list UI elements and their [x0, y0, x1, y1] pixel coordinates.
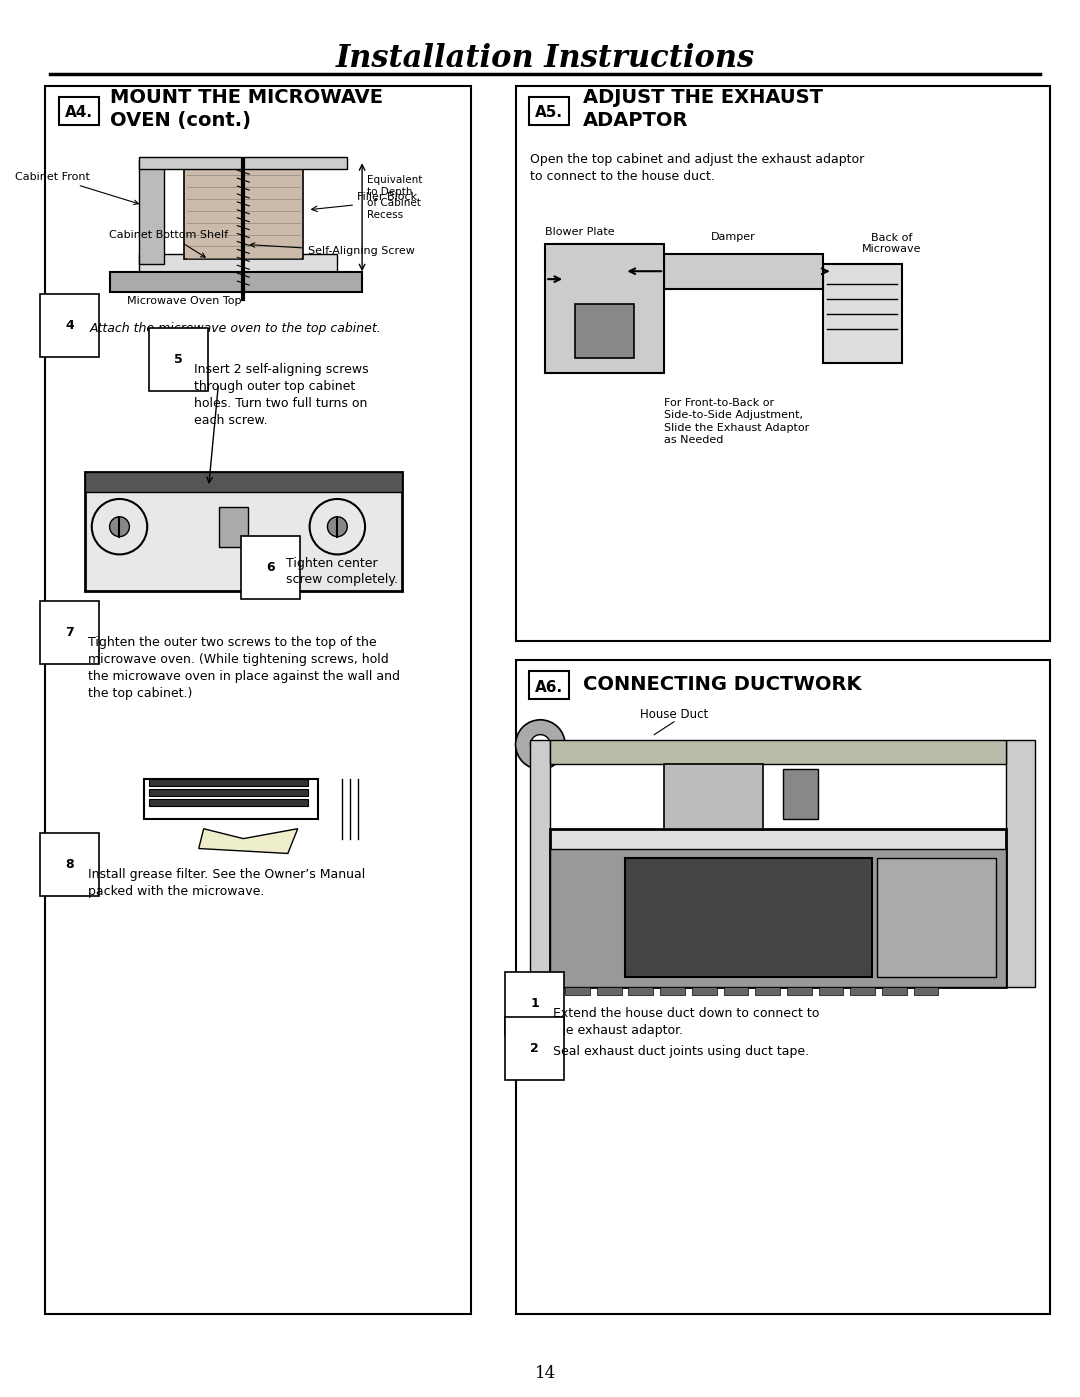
- Text: 14: 14: [535, 1365, 556, 1382]
- Text: Cabinet Bottom Shelf: Cabinet Bottom Shelf: [109, 229, 229, 257]
- Bar: [664, 254, 823, 289]
- Text: 5: 5: [174, 353, 183, 366]
- Bar: [109, 272, 362, 292]
- Text: Open the top cabinet and adjust the exhaust adaptor
to connect to the house duct: Open the top cabinet and adjust the exha…: [530, 154, 865, 183]
- Bar: [787, 988, 812, 995]
- FancyBboxPatch shape: [529, 96, 569, 124]
- Polygon shape: [199, 828, 298, 854]
- Bar: [530, 739, 550, 988]
- Text: Equivalent
to Depth
of Cabinet
Recess: Equivalent to Depth of Cabinet Recess: [367, 175, 422, 219]
- Text: Installation Instructions: Installation Instructions: [336, 43, 755, 74]
- Text: Install grease filter. See the Owner’s Manual
packed with the microwave.: Install grease filter. See the Owner’s M…: [87, 869, 365, 898]
- Bar: [575, 305, 634, 359]
- Text: Tighten the outer two screws to the top of the
microwave oven. (While tightening: Tighten the outer two screws to the top …: [87, 636, 400, 700]
- Bar: [692, 988, 717, 995]
- Bar: [149, 780, 308, 787]
- Text: Damper: Damper: [711, 232, 756, 242]
- Text: CONNECTING DUCTWORK: CONNECTING DUCTWORK: [583, 675, 862, 694]
- Bar: [139, 254, 337, 272]
- FancyBboxPatch shape: [45, 87, 471, 1315]
- Text: 2: 2: [530, 1042, 539, 1055]
- Text: 7: 7: [65, 626, 73, 638]
- Bar: [1005, 739, 1036, 988]
- Bar: [145, 780, 318, 819]
- Text: Microwave Oven Top: Microwave Oven Top: [126, 296, 241, 306]
- Circle shape: [530, 735, 550, 754]
- FancyBboxPatch shape: [59, 96, 98, 124]
- Bar: [85, 472, 402, 591]
- Text: Attach the microwave oven to the top cabinet.: Attach the microwave oven to the top cab…: [90, 323, 381, 335]
- Text: Tighten center
screw completely.: Tighten center screw completely.: [286, 557, 397, 585]
- Bar: [819, 988, 843, 995]
- Text: ADJUST THE EXHAUST
ADAPTOR: ADJUST THE EXHAUST ADAPTOR: [583, 88, 823, 130]
- Circle shape: [109, 517, 130, 536]
- Bar: [184, 165, 302, 260]
- Text: Self-Aligning Screw: Self-Aligning Screw: [251, 243, 415, 257]
- Bar: [85, 472, 402, 492]
- Text: Filler Block: Filler Block: [357, 191, 417, 203]
- Bar: [914, 988, 939, 995]
- Text: MOUNT THE MICROWAVE
OVEN (cont.): MOUNT THE MICROWAVE OVEN (cont.): [109, 88, 382, 130]
- Circle shape: [515, 719, 565, 770]
- Bar: [149, 789, 308, 796]
- Text: Blower Plate: Blower Plate: [545, 226, 615, 236]
- Bar: [550, 848, 1005, 988]
- Bar: [823, 264, 902, 363]
- Bar: [218, 507, 248, 546]
- FancyBboxPatch shape: [515, 87, 1050, 641]
- Text: House Duct: House Duct: [639, 708, 708, 721]
- Bar: [550, 739, 1005, 764]
- Polygon shape: [139, 161, 164, 264]
- Text: 1: 1: [530, 997, 539, 1010]
- Bar: [664, 764, 764, 828]
- Bar: [550, 828, 1005, 988]
- Bar: [624, 858, 872, 978]
- Bar: [755, 988, 780, 995]
- Bar: [877, 858, 996, 978]
- Bar: [882, 988, 907, 995]
- Text: A4.: A4.: [65, 105, 93, 120]
- Circle shape: [327, 517, 348, 536]
- Bar: [139, 158, 348, 169]
- Bar: [149, 799, 308, 806]
- FancyBboxPatch shape: [515, 661, 1050, 1315]
- Bar: [565, 988, 590, 995]
- Text: Insert 2 self-aligning screws
through outer top cabinet
holes. Turn two full tur: Insert 2 self-aligning screws through ou…: [193, 363, 368, 427]
- Bar: [724, 988, 748, 995]
- Bar: [545, 244, 664, 373]
- FancyBboxPatch shape: [529, 672, 569, 698]
- Text: Seal exhaust duct joints using duct tape.: Seal exhaust duct joints using duct tape…: [553, 1045, 809, 1058]
- Bar: [850, 988, 875, 995]
- Bar: [660, 988, 685, 995]
- Text: Cabinet Front: Cabinet Front: [15, 172, 138, 204]
- Text: For Front-to-Back or
Side-to-Side Adjustment,
Slide the Exhaust Adaptor
as Neede: For Front-to-Back or Side-to-Side Adjust…: [664, 398, 809, 446]
- Text: 4: 4: [65, 319, 73, 331]
- Text: A5.: A5.: [536, 105, 564, 120]
- Text: A6.: A6.: [536, 679, 564, 694]
- Bar: [629, 988, 653, 995]
- Text: 8: 8: [65, 858, 73, 872]
- Text: Extend the house duct down to connect to
the exhaust adaptor.: Extend the house duct down to connect to…: [553, 1007, 820, 1037]
- Bar: [597, 988, 621, 995]
- Text: 6: 6: [266, 562, 274, 574]
- Text: Back of
Microwave: Back of Microwave: [862, 233, 921, 254]
- Bar: [783, 770, 818, 819]
